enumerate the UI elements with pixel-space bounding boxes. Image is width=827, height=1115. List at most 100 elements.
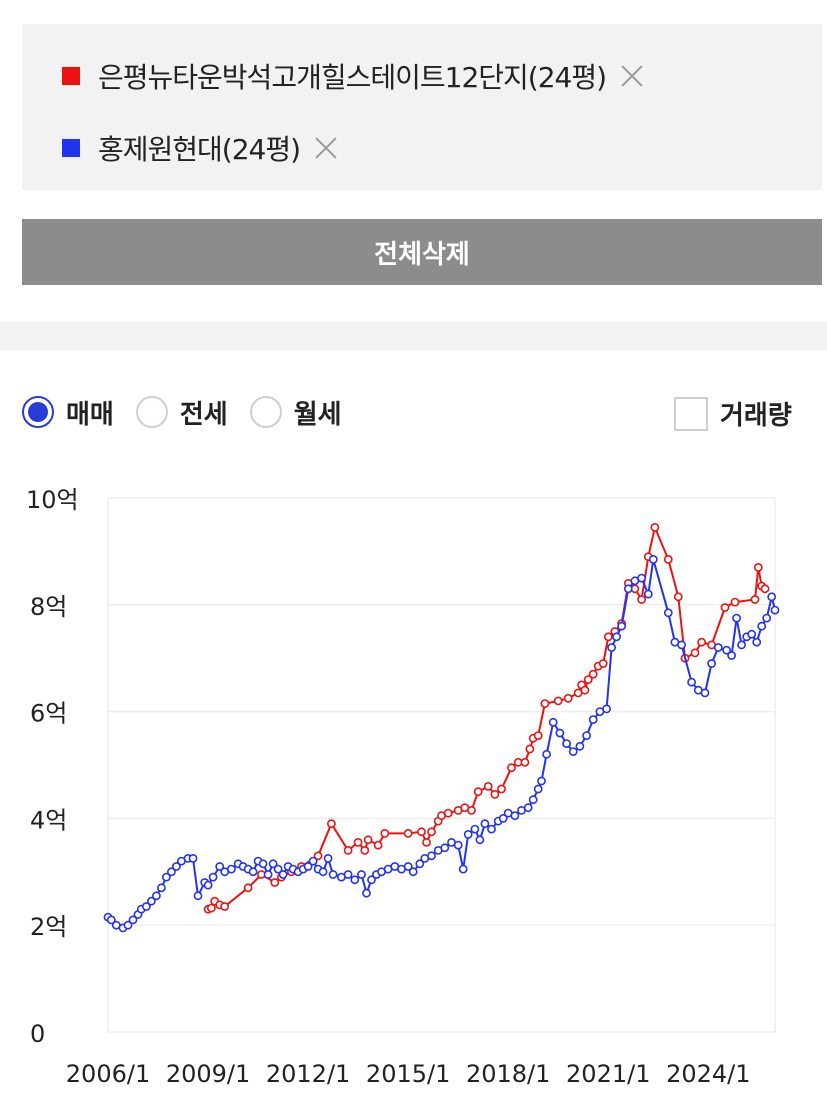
selected-item-label: 은평뉴타운박석고개힐스테이트12단지(24평) [98,61,607,94]
data-point [248,867,258,877]
data-point [612,632,621,642]
remove-icon[interactable] [616,61,646,91]
data-point [343,870,353,879]
data-point [146,896,156,906]
data-point [380,828,390,838]
data-point [166,867,176,877]
radio-unchecked-icon [135,396,168,428]
data-point [537,776,546,786]
data-point [308,856,318,866]
data-point [443,808,453,818]
data-point [151,891,161,901]
data-point [525,744,535,754]
data-point [415,859,425,869]
data-point [713,643,723,652]
data-point [343,845,353,855]
data-point [453,840,463,850]
data-point [732,613,741,623]
data-point [458,864,468,874]
data-point [700,688,710,698]
data-point [727,651,736,660]
data-point [470,824,480,834]
radio-label: 전세 [179,399,228,430]
data-point [648,555,658,564]
data-point [523,803,533,813]
y-tick-label: 4억 [30,806,67,834]
data-point [753,563,763,572]
data-point [637,573,646,583]
data-point [770,605,780,615]
checkbox-icon[interactable] [674,396,708,431]
data-point [360,845,370,855]
data-point [650,523,660,532]
radio-label: 월세 [293,399,342,430]
data-point [353,837,363,847]
volume-toggle[interactable]: 거래량 [674,395,792,432]
data-point [328,870,338,879]
plot-area [107,497,776,1033]
data-point [318,867,328,877]
data-point [417,827,426,837]
remove-icon[interactable] [310,133,340,163]
data-point [563,693,573,703]
data-point [760,584,770,594]
radio-checked-icon [22,396,54,428]
data-point [268,859,278,869]
data-point [141,902,151,911]
radio-monthly-rent[interactable]: 월세 [249,394,342,431]
data-point [607,643,616,652]
radio-jeonse[interactable]: 전세 [135,394,228,431]
data-point [750,595,760,604]
data-point [497,784,506,794]
red-series-swatch [62,67,80,85]
data-point [553,696,563,706]
data-point [106,915,116,925]
data-point [720,603,730,612]
data-point [475,835,485,845]
data-point [303,862,313,871]
data-point [687,677,696,687]
y-tick-label: 10억 [26,486,79,514]
data-point [278,870,288,879]
data-point [373,840,383,850]
data-point [313,851,323,861]
data-point [673,592,683,602]
selected-item-label: 홍제원현대(24평) [98,133,301,166]
data-point [226,864,236,874]
data-point [575,741,585,751]
data-point [588,669,598,679]
data-point [752,637,762,647]
price-chart: 0 2억 4억 6억 8억 10억 2006/1 2009/1 2012/1 2015/1 2018… [0,470,827,1110]
data-point [323,853,333,863]
price-line-chart: 0 2억 4억 6억 8억 10억 2006/1 2009/1 2012/1 2015/1 2018… [26,486,780,1088]
blue-series-swatch [62,139,80,157]
radio-label: 매매 [66,399,114,430]
data-point [637,595,646,604]
x-tick-label: 2024/1 [666,1060,750,1088]
data-point [697,637,706,647]
data-point [617,621,626,631]
data-point [598,659,608,668]
clear-all-button[interactable]: 전체삭제 [22,219,822,285]
data-point [258,859,268,869]
data-point [273,864,283,874]
y-tick-label: 2억 [30,913,67,941]
volume-toggle-label: 거래량 [720,401,792,431]
data-point [326,819,336,829]
data-point [540,699,550,708]
data-point [208,872,218,882]
y-tick-label: 6억 [30,700,67,728]
data-point [533,784,543,794]
x-tick-label: 2015/1 [366,1060,450,1088]
data-point [510,811,520,821]
data-point [602,704,611,714]
data-point [487,824,496,834]
x-tick-label: 2021/1 [566,1060,650,1088]
radio-sale[interactable]: 매매 [22,394,114,431]
data-point [350,875,360,885]
data-point [730,597,740,607]
data-point [203,880,213,890]
data-point [270,878,280,887]
x-tick-label: 2009/1 [166,1060,250,1088]
data-point [363,835,373,845]
